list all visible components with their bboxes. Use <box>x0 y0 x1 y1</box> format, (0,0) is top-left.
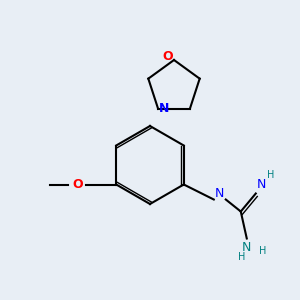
Text: N: N <box>159 102 169 115</box>
Text: H: H <box>267 170 274 181</box>
Text: O: O <box>72 178 83 191</box>
Text: H: H <box>259 245 266 256</box>
Text: O: O <box>163 50 173 64</box>
Text: N: N <box>242 241 251 254</box>
Text: N: N <box>215 187 224 200</box>
Text: N: N <box>257 178 266 191</box>
Text: H: H <box>238 251 245 262</box>
